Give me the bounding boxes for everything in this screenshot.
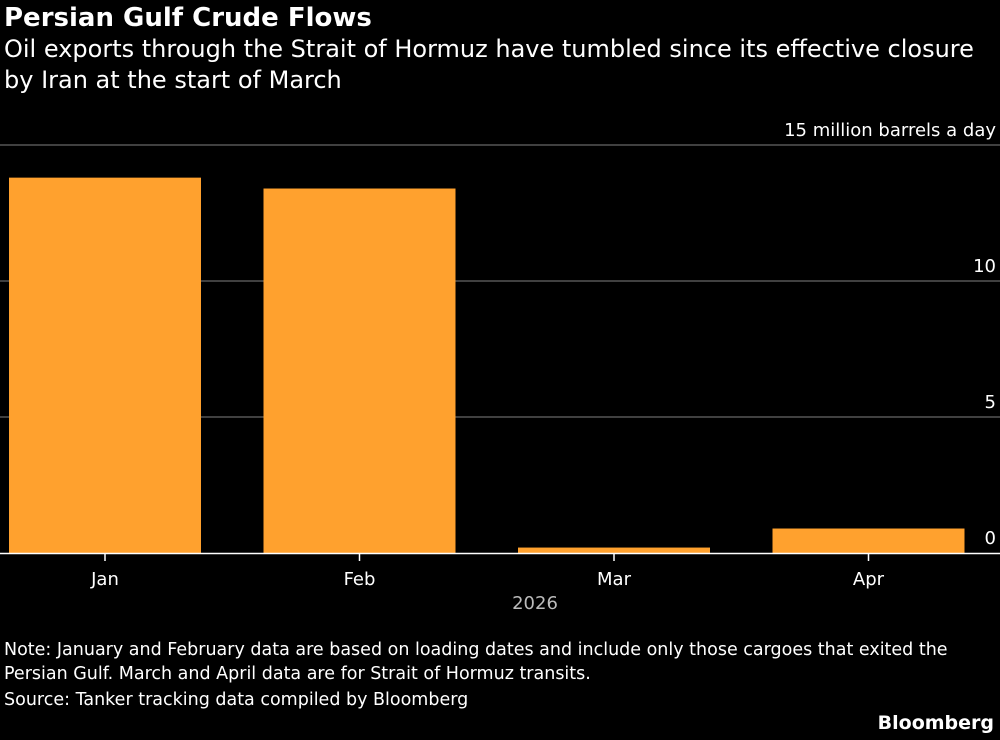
bar-feb: [263, 188, 456, 553]
footnote: Note: January and February data are base…: [4, 640, 948, 684]
y-tick-label: 0: [985, 528, 996, 549]
x-tick-label: Jan: [90, 569, 119, 590]
chart-title: Persian Gulf Crude Flows: [4, 3, 372, 33]
y-tick-labels: 0 5 10 15 million barrels a day: [784, 120, 996, 549]
y-tick-label: 15 million barrels a day: [784, 120, 996, 141]
bar-mar: [518, 547, 710, 553]
bloomberg-logo: Bloomberg: [877, 712, 994, 734]
x-tick-label: Feb: [344, 569, 376, 590]
x-axis-label: 2026: [512, 593, 558, 614]
chart-subtitle: Oil exports through the Strait of Hormuz…: [4, 35, 974, 94]
bar-chart: 0 5 10 15 million barrels a day Jan Feb Mar Ap…: [0, 120, 1000, 614]
x-tick-label: Apr: [853, 569, 885, 590]
bar-jan: [9, 177, 201, 553]
bar-apr: [772, 528, 965, 553]
x-tick-label: Mar: [597, 569, 632, 590]
bars: [9, 177, 965, 553]
y-tick-label: 5: [985, 392, 996, 413]
y-tick-label: 10: [973, 256, 996, 277]
x-ticks: Jan Feb Mar Apr: [90, 553, 885, 590]
source-line: Source: Tanker tracking data compiled by…: [4, 690, 469, 710]
